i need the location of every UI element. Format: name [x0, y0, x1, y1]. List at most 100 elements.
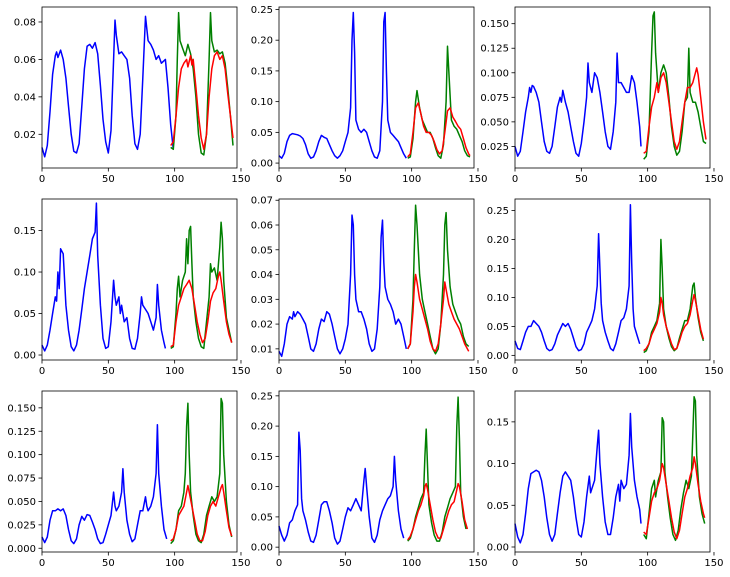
- series-truth-line: [170, 11, 234, 156]
- series-truth-line: [407, 45, 471, 159]
- y-tick-label: 0.20: [487, 235, 509, 246]
- x-tick-label: 50: [102, 174, 115, 185]
- y-tick-label: 0.10: [251, 482, 273, 493]
- series-history-line: [41, 423, 168, 545]
- series-truth-line: [407, 396, 467, 542]
- subplot-7: 0 50 100 150 0.000 0.025 0.050 0.075 0.100 0.125 0…: [7, 390, 251, 569]
- subplot-3: 0 50 100 150 0.025 0.050 0.075 0.100 0.125 0.150: [480, 6, 724, 185]
- subplot-2: 0 50 100 150 0.00 0.05 0.10 0.15 0.20 0.25: [251, 5, 488, 185]
- x-tick-label: 0: [276, 366, 282, 377]
- x-tick-label: 100: [402, 558, 421, 569]
- y-tick-label: 0.025: [480, 142, 509, 153]
- x-tick-label: 150: [704, 558, 723, 569]
- y-tick-label: 0.02: [251, 320, 273, 331]
- y-tick-label: 0.25: [487, 206, 509, 217]
- plot-area: [515, 391, 710, 552]
- y-tick-label: 0.05: [14, 309, 36, 320]
- x-tick-label: 150: [704, 366, 723, 377]
- y-tick-label: 0.04: [251, 270, 273, 281]
- x-tick-label: 150: [231, 558, 250, 569]
- axes-frame: [514, 390, 711, 553]
- x-tick-label: 50: [575, 366, 588, 377]
- axes-frame: [41, 198, 238, 361]
- x-tick-label: 0: [39, 366, 45, 377]
- series-prediction-line: [170, 51, 234, 151]
- series-history-line: [278, 214, 408, 358]
- y-tick-label: 0.05: [487, 322, 509, 333]
- y-tick-label: 0.000: [7, 544, 36, 555]
- x-tick-label: 0: [512, 558, 518, 569]
- y-tick-label: 0.15: [487, 264, 509, 275]
- series-truth-line: [170, 397, 233, 545]
- y-tick-label: 0.10: [251, 97, 273, 108]
- series-history-line: [514, 204, 641, 352]
- series-prediction-line: [643, 67, 707, 154]
- y-tick-label: 0.08: [14, 17, 36, 28]
- y-tick-label: 0.05: [251, 245, 273, 256]
- x-tick-label: 150: [468, 558, 487, 569]
- plot-area: [515, 199, 710, 360]
- x-tick-label: 0: [512, 174, 518, 185]
- y-tick-label: 0.05: [487, 501, 509, 512]
- x-tick-label: 100: [402, 366, 421, 377]
- series-prediction-line: [643, 293, 705, 352]
- subplot-1: 0 50 100 150 0.02 0.04 0.06 0.08: [14, 6, 251, 185]
- x-tick-label: 50: [102, 558, 115, 569]
- y-tick-label: 0.075: [7, 474, 36, 485]
- x-tick-label: 150: [231, 174, 250, 185]
- x-tick-label: 100: [165, 558, 184, 569]
- x-tick-label: 150: [231, 366, 250, 377]
- y-tick-label: 0.00: [251, 543, 273, 554]
- y-tick-label: 0.150: [480, 19, 509, 30]
- y-tick-label: 0.050: [480, 117, 509, 128]
- series-truth-line: [643, 238, 705, 354]
- y-tick-label: 0.10: [487, 459, 509, 470]
- y-tick-label: 0.25: [251, 5, 273, 16]
- axes-frame: [278, 390, 475, 553]
- y-tick-label: 0.15: [487, 417, 509, 428]
- series-prediction-line: [170, 483, 233, 542]
- y-tick-label: 0.20: [251, 36, 273, 47]
- axes-frame: [41, 6, 238, 169]
- series-history-line: [41, 202, 167, 352]
- plot-area: [42, 391, 237, 552]
- plot-area: [279, 7, 474, 168]
- x-tick-label: 50: [575, 558, 588, 569]
- y-tick-label: 0.05: [251, 128, 273, 139]
- x-tick-label: 0: [276, 174, 282, 185]
- y-tick-label: 0.02: [14, 130, 36, 141]
- y-tick-label: 0.125: [480, 44, 509, 55]
- y-tick-label: 0.01: [251, 344, 273, 355]
- y-tick-label: 0.15: [14, 226, 36, 237]
- subplot-9: 0 50 100 150 0.00 0.05 0.10 0.15: [487, 390, 724, 569]
- plot-area: [42, 199, 237, 360]
- series-prediction-line: [407, 102, 471, 158]
- y-tick-label: 0.10: [487, 293, 509, 304]
- series-prediction-line: [407, 273, 470, 353]
- y-tick-label: 0.00: [487, 351, 509, 362]
- y-tick-label: 0.00: [14, 351, 36, 362]
- axes-frame: [41, 390, 238, 553]
- x-tick-label: 100: [638, 558, 657, 569]
- y-tick-label: 0.075: [480, 93, 509, 104]
- series-truth-line: [643, 11, 707, 160]
- axes-frame: [514, 6, 711, 169]
- subplot-8: 0 50 100 150 0.00 0.05 0.10 0.15 0.20 0.25: [251, 390, 488, 569]
- axes-frame: [278, 198, 475, 361]
- y-tick-label: 0.150: [7, 403, 36, 414]
- y-tick-label: 0.03: [251, 295, 273, 306]
- series-history-line: [514, 52, 642, 157]
- x-tick-label: 50: [339, 366, 352, 377]
- x-tick-label: 0: [512, 366, 518, 377]
- x-tick-label: 50: [575, 174, 588, 185]
- subplot-5: 0 50 100 150 0.01 0.02 0.03 0.04 0.05 0.06 0.07: [251, 196, 488, 377]
- plot-area: [279, 391, 474, 552]
- x-tick-label: 0: [39, 558, 45, 569]
- y-tick-label: 0.06: [14, 55, 36, 66]
- y-tick-label: 0.00: [487, 542, 509, 553]
- y-tick-label: 0.15: [251, 452, 273, 463]
- y-tick-label: 0.10: [14, 268, 36, 279]
- y-tick-label: 0.00: [251, 159, 273, 170]
- y-tick-label: 0.05: [251, 512, 273, 523]
- series-history-line: [278, 11, 407, 159]
